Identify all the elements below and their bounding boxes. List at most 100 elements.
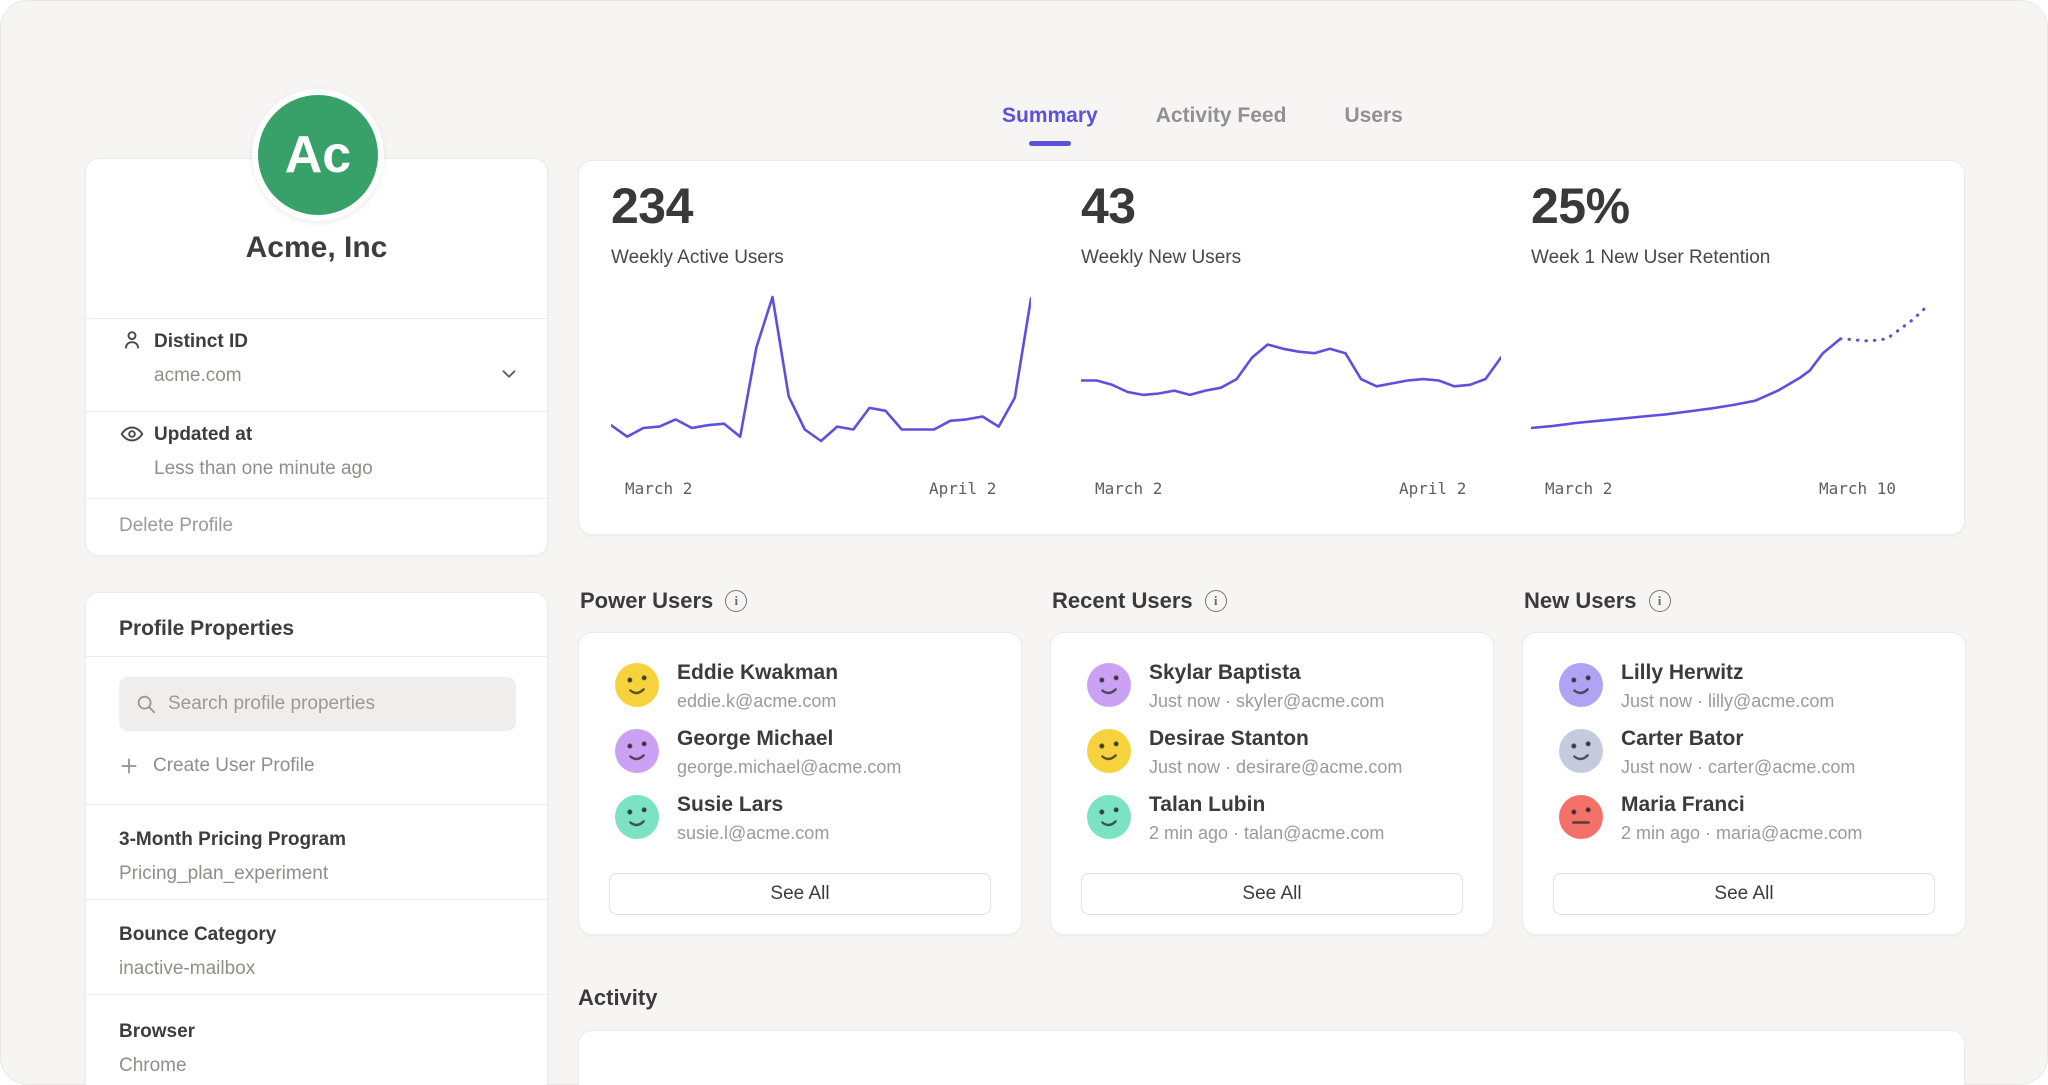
user-name: Skylar Baptista xyxy=(1149,661,1301,685)
delete-profile-button[interactable]: Delete Profile xyxy=(119,515,233,537)
stat-week1-retention: 25% Week 1 New User Retention March 2 Ma… xyxy=(1531,161,1951,534)
x-axis-tick: March 2 xyxy=(1545,479,1612,498)
stat-value: 43 xyxy=(1081,177,1136,235)
user-email: susie.l@acme.com xyxy=(677,823,829,844)
user-last-seen-email: 2 min ago · maria@acme.com xyxy=(1621,823,1862,844)
info-icon[interactable]: i xyxy=(725,590,747,612)
see-all-button[interactable]: See All xyxy=(1553,873,1935,915)
section-title-text: New Users xyxy=(1524,588,1637,614)
user-last-seen-email: 2 min ago · talan@acme.com xyxy=(1149,823,1384,844)
divider xyxy=(86,804,547,805)
user-email: eddie.k@acme.com xyxy=(677,691,836,712)
property-value: Chrome xyxy=(119,1055,187,1077)
face-icon xyxy=(1559,729,1603,773)
property-name: 3-Month Pricing Program xyxy=(119,829,346,851)
user-name: Desirae Stanton xyxy=(1149,727,1309,751)
activity-section-title: Activity xyxy=(578,985,657,1011)
divider xyxy=(86,994,547,995)
divider xyxy=(86,498,547,499)
face-icon xyxy=(1087,663,1131,707)
company-avatar: Ac xyxy=(252,89,384,221)
see-all-button[interactable]: See All xyxy=(1081,873,1463,915)
user-avatar xyxy=(615,729,659,773)
divider xyxy=(86,899,547,900)
user-last-seen-email: Just now · lilly@acme.com xyxy=(1621,691,1834,712)
user-list-item[interactable]: Susie Lars susie.l@acme.com xyxy=(615,793,991,849)
create-user-profile-button[interactable]: Create User Profile xyxy=(119,755,315,777)
see-all-button[interactable]: See All xyxy=(609,873,991,915)
x-axis-tick: March 2 xyxy=(1095,479,1162,498)
activity-stats-card: 234 240 3.4k xyxy=(578,1030,1965,1085)
power-users-card: Eddie Kwakman eddie.k@acme.com George Mi… xyxy=(578,632,1022,935)
chevron-down-icon[interactable] xyxy=(498,363,520,385)
divider xyxy=(86,656,547,657)
user-last-seen-email: Just now · skyler@acme.com xyxy=(1149,691,1384,712)
divider xyxy=(86,411,547,412)
new-users-title: New Users i xyxy=(1524,588,1671,614)
face-icon xyxy=(615,663,659,707)
section-title-text: Recent Users xyxy=(1052,588,1193,614)
user-list-item[interactable]: Talan Lubin 2 min ago · talan@acme.com xyxy=(1087,793,1463,849)
user-name: Susie Lars xyxy=(677,793,783,817)
create-user-profile-label: Create User Profile xyxy=(153,755,315,777)
person-icon xyxy=(119,327,145,353)
user-list-item[interactable]: Desirae Stanton Just now · desirare@acme… xyxy=(1087,727,1463,783)
user-name: Eddie Kwakman xyxy=(677,661,838,685)
face-icon xyxy=(1087,729,1131,773)
plus-icon xyxy=(119,756,139,776)
property-value: Pricing_plan_experiment xyxy=(119,863,328,885)
user-avatar xyxy=(1559,729,1603,773)
activity-stat-value: 240 xyxy=(1081,1076,1163,1085)
user-avatar xyxy=(1087,663,1131,707)
recent-users-title: Recent Users i xyxy=(1052,588,1227,614)
divider xyxy=(86,318,547,319)
company-name: Acme, Inc xyxy=(86,231,547,265)
user-name: Carter Bator xyxy=(1621,727,1744,751)
field-label: Updated at xyxy=(154,424,252,446)
face-icon xyxy=(615,795,659,839)
user-list-item[interactable]: Lilly Herwitz Just now · lilly@acme.com xyxy=(1559,661,1935,717)
company-profile-page: Ac Acme, Inc Distinct ID acme.com xyxy=(0,0,2048,1085)
face-icon xyxy=(615,729,659,773)
user-avatar xyxy=(615,795,659,839)
summary-stats-card: 234 Weekly Active Users March 2 April 2 … xyxy=(578,160,1965,535)
company-avatar-initials: Ac xyxy=(285,125,351,185)
user-email: george.michael@acme.com xyxy=(677,757,901,778)
user-avatar xyxy=(1087,729,1131,773)
user-name: Talan Lubin xyxy=(1149,793,1265,817)
info-icon[interactable]: i xyxy=(1649,590,1671,612)
face-icon xyxy=(1559,795,1603,839)
x-axis-tick: April 2 xyxy=(929,479,996,498)
user-list-item[interactable]: George Michael george.michael@acme.com xyxy=(615,727,991,783)
field-label: Distinct ID xyxy=(154,331,248,353)
user-avatar xyxy=(615,663,659,707)
user-name: Lilly Herwitz xyxy=(1621,661,1744,685)
user-list-item[interactable]: Eddie Kwakman eddie.k@acme.com xyxy=(615,661,991,717)
user-list-item[interactable]: Carter Bator Just now · carter@acme.com xyxy=(1559,727,1935,783)
new-users-card: Lilly Herwitz Just now · lilly@acme.com … xyxy=(1522,632,1966,935)
stat-weekly-new-users: 43 Weekly New Users March 2 April 2 xyxy=(1081,161,1501,534)
user-list-item[interactable]: Skylar Baptista Just now · skyler@acme.c… xyxy=(1087,661,1463,717)
x-axis-tick: April 2 xyxy=(1399,479,1466,498)
user-last-seen-email: Just now · desirare@acme.com xyxy=(1149,757,1402,778)
face-icon xyxy=(1559,663,1603,707)
x-axis-tick: March 10 xyxy=(1819,479,1896,498)
section-title-text: Power Users xyxy=(580,588,713,614)
profile-properties-search[interactable] xyxy=(119,677,516,731)
tab-bar: Summary Activity Feed Users xyxy=(1002,104,1403,146)
activity-stat-value: 234 xyxy=(615,1076,697,1085)
tab-summary[interactable]: Summary xyxy=(1002,104,1098,146)
tab-activity-feed[interactable]: Activity Feed xyxy=(1156,104,1287,146)
property-value: inactive-mailbox xyxy=(119,958,255,980)
eye-icon xyxy=(119,421,145,447)
info-icon[interactable]: i xyxy=(1205,590,1227,612)
tab-users[interactable]: Users xyxy=(1344,104,1402,146)
search-input[interactable] xyxy=(168,693,500,715)
property-name: Bounce Category xyxy=(119,924,276,946)
user-list-item[interactable]: Maria Franci 2 min ago · maria@acme.com xyxy=(1559,793,1935,849)
user-name: George Michael xyxy=(677,727,833,751)
stat-value: 25% xyxy=(1531,177,1630,235)
user-avatar xyxy=(1559,795,1603,839)
stat-weekly-active-users: 234 Weekly Active Users March 2 April 2 xyxy=(611,161,1031,534)
activity-stat-value: 3.4k xyxy=(1531,1076,1626,1085)
